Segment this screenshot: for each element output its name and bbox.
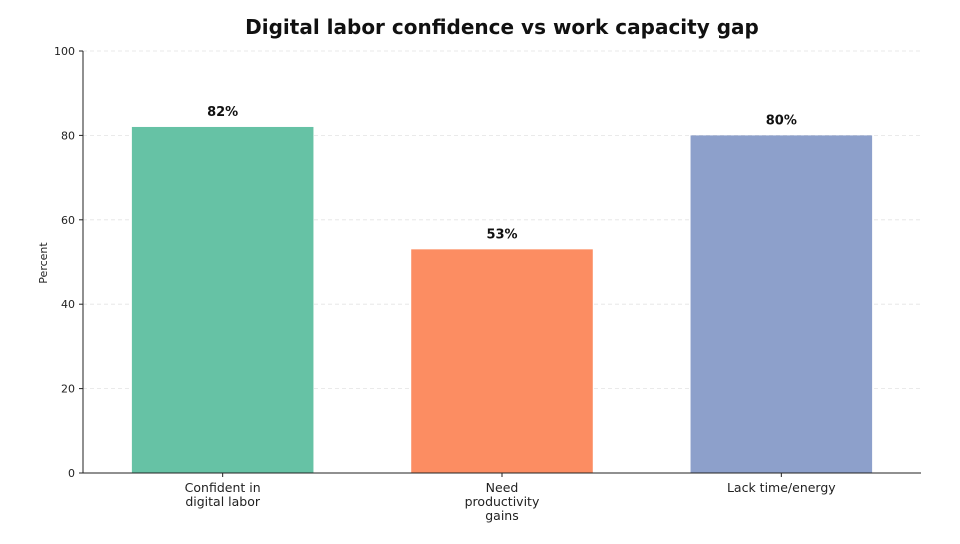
x-category-label-line: Confident in (185, 480, 261, 495)
y-axis-label: Percent (37, 242, 50, 284)
data-labels: 82% 53% 80% (207, 105, 797, 242)
y-tick-label-100: 100 (54, 45, 75, 58)
y-tick-label-0: 0 (68, 467, 75, 480)
x-category-label-1: Confident in digital labor (185, 480, 261, 509)
y-tick-label-60: 60 (61, 214, 75, 227)
x-category-label-line: digital labor (185, 494, 261, 509)
data-label-3: 80% (766, 113, 797, 128)
x-category-label-line: gains (485, 508, 519, 523)
x-category-label-line: productivity (465, 494, 540, 509)
chart-title: Digital labor confidence vs work capacit… (245, 15, 759, 39)
bar-1 (131, 126, 314, 474)
x-category-label-2: Need productivity gains (465, 480, 540, 523)
axes: 0 20 40 60 80 100 Confident in digital labor Nee… (54, 45, 921, 523)
x-category-label-line: Lack time/energy (727, 480, 836, 495)
data-label-1: 82% (207, 105, 238, 120)
data-label-2: 53% (486, 227, 517, 242)
y-tick-label-80: 80 (61, 129, 75, 142)
bars (131, 126, 873, 474)
y-tick-label-40: 40 (61, 298, 75, 311)
bar-3 (690, 135, 873, 473)
x-category-label-line: Need (486, 480, 519, 495)
bar-2 (411, 249, 593, 473)
y-tick-label-20: 20 (61, 383, 75, 396)
x-category-label-3: Lack time/energy (727, 480, 836, 495)
